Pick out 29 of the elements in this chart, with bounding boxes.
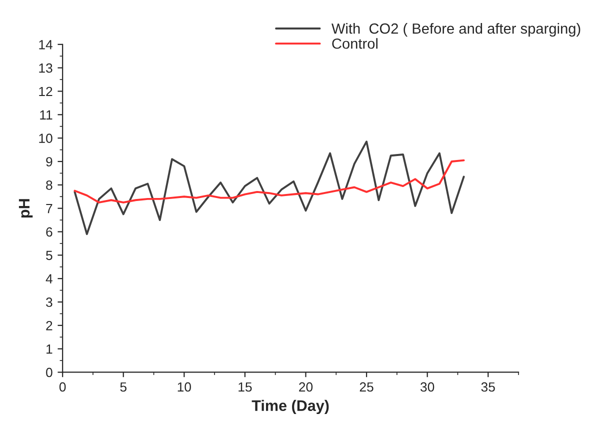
line-series [74,140,465,236]
x-tick-label: 30 [420,382,434,392]
y-tick-label: 0 [46,368,52,378]
x-tick-label: 15 [238,382,252,392]
x-tick-label: 20 [299,382,313,392]
legend-label: With CO2 ( Before and after sparging) [332,23,580,37]
y-tick-label: 8 [46,180,52,190]
y-tick-label: 1 [46,344,52,354]
legend-label: Control [332,38,378,49]
y-tick-label: 4 [46,274,52,284]
x-tick-label: 10 [178,382,191,392]
x-tick-label: 5 [120,382,126,392]
y-tick-label: 5 [46,250,52,260]
x-axis-title: Time (Day) [252,400,329,414]
y-tick-label: 11 [40,110,52,120]
y-tick-label: 6 [46,227,52,237]
y-tick-label: 2 [46,320,52,330]
line-series [74,159,465,204]
y-tick-label: 10 [39,134,52,143]
y-axis-title: pH [18,199,33,218]
y-tick-label: 13 [39,63,52,73]
y-tick-label: 7 [46,204,52,214]
x-tick-label: 35 [481,382,495,392]
x-tick-label: 25 [360,382,374,392]
y-tick-label: 12 [39,86,52,96]
y-tick-label: 14 [39,40,52,50]
x-tick-label: 0 [59,382,66,392]
y-tick-label: 3 [46,298,52,307]
y-tick-label: 9 [46,157,52,166]
